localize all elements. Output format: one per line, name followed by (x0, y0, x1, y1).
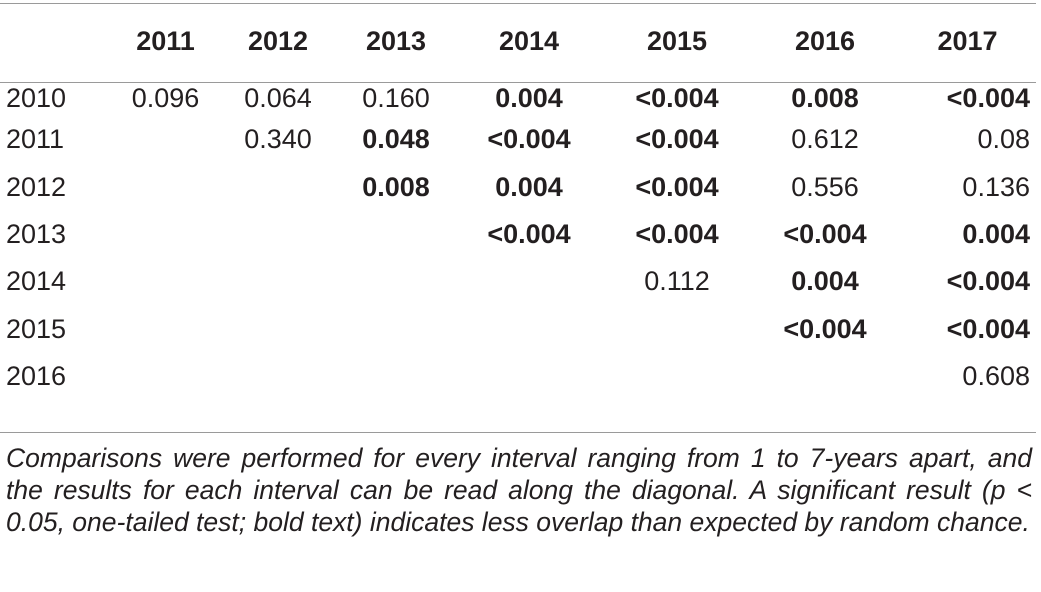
p-value-cell (112, 305, 219, 352)
p-value-cell (219, 305, 337, 352)
significant-p-value-cell: <0.004 (783, 313, 867, 344)
table-row: 2012 0.008 0.004 <0.004 0.556 0.136 (0, 164, 1036, 211)
p-value-cell (455, 305, 603, 352)
p-value-cell (603, 353, 751, 400)
table-header-row: 2011 2012 2013 2014 2015 2016 2017 (0, 14, 1036, 69)
significant-p-value-cell: 0.004 (791, 266, 859, 297)
p-value-cell (112, 116, 219, 163)
significant-p-value-cell: 0.004 (495, 83, 563, 114)
table-footnote: Comparisons were performed for every int… (6, 443, 1032, 537)
column-header: 2016 (794, 26, 856, 56)
significant-p-value-cell: 0.004 (962, 219, 1030, 250)
table-row: 2016 0.608 (0, 353, 1036, 400)
significant-p-value-cell: 0.008 (791, 83, 859, 114)
p-value-cell (219, 211, 337, 258)
column-header: 2012 (247, 26, 309, 56)
table-row: 2014 0.112 0.004 <0.004 (0, 258, 1036, 305)
p-value-cell (337, 353, 455, 400)
p-value-cell (219, 164, 337, 211)
table-row: 2011 0.340 0.048 <0.004 <0.004 0.612 0.08 (0, 116, 1036, 163)
column-header: 2011 (136, 26, 195, 56)
table-row: 2010 0.096 0.064 0.160 0.004 <0.004 0.008 <0.00… (0, 69, 1036, 116)
p-value-cell (455, 353, 603, 400)
significant-p-value-cell: <0.004 (487, 219, 571, 250)
table-bottom-rule (0, 432, 1036, 433)
p-value-cell: 0.064 (244, 83, 312, 114)
p-value-cell: 0.136 (962, 171, 1030, 202)
p-value-cell: 0.556 (791, 171, 859, 202)
column-header-corner (0, 14, 112, 69)
significant-p-value-cell: <0.004 (635, 124, 719, 155)
p-value-cell: 0.112 (644, 266, 710, 297)
p-value-cell (337, 305, 455, 352)
significant-p-value-cell: <0.004 (946, 313, 1030, 344)
p-value-cell (112, 164, 219, 211)
significant-p-value-cell: <0.004 (946, 266, 1030, 297)
significant-p-value-cell: 0.048 (362, 124, 430, 155)
significant-p-value-cell: 0.004 (495, 171, 563, 202)
p-value-cell: 0.612 (791, 124, 859, 155)
table-row: 2015 <0.004 <0.004 (0, 305, 1036, 352)
column-header: 2017 (937, 26, 998, 56)
significant-p-value-cell: <0.004 (783, 219, 867, 250)
p-value-cell (112, 258, 219, 305)
p-value-cell: 0.08 (977, 124, 1030, 155)
p-value-cell (751, 353, 899, 400)
p-value-cell (337, 258, 455, 305)
row-header: 2013 (6, 219, 67, 250)
column-header: 2013 (365, 26, 427, 56)
table-top-rule (0, 3, 1036, 4)
p-value-cell: 0.160 (362, 83, 430, 114)
column-header: 2014 (498, 26, 560, 56)
table-header-rule (0, 82, 1036, 83)
row-header: 2015 (6, 313, 67, 344)
significant-p-value-cell: 0.008 (362, 171, 430, 202)
p-value-cell (219, 353, 337, 400)
p-value-cell (603, 305, 751, 352)
p-value-cell: 0.096 (131, 83, 200, 114)
p-value-cell (219, 258, 337, 305)
row-header: 2011 (6, 124, 65, 155)
table-body: 2010 0.096 0.064 0.160 0.004 <0.004 0.008 <0.00… (0, 69, 1036, 400)
significant-p-value-cell: <0.004 (635, 83, 719, 114)
significant-p-value-cell: <0.004 (946, 83, 1030, 114)
p-value-cell (337, 211, 455, 258)
p-value-cell: 0.608 (962, 360, 1030, 391)
table-row: 2013 <0.004 <0.004 <0.004 0.004 (0, 211, 1036, 258)
significant-p-value-cell: <0.004 (635, 171, 719, 202)
significant-p-value-cell: <0.004 (635, 219, 719, 250)
comparison-table: 2011 2012 2013 2014 2015 2016 2017 2010 0… (0, 14, 1036, 400)
row-header: 2016 (6, 360, 67, 391)
row-header: 2010 (6, 83, 67, 114)
column-header: 2015 (646, 26, 708, 56)
p-value-cell (112, 211, 219, 258)
row-header: 2014 (6, 266, 67, 297)
significant-p-value-cell: <0.004 (487, 124, 571, 155)
p-value-cell (112, 353, 219, 400)
row-header: 2012 (6, 171, 67, 202)
p-value-cell (455, 258, 603, 305)
p-value-cell: 0.340 (244, 124, 312, 155)
